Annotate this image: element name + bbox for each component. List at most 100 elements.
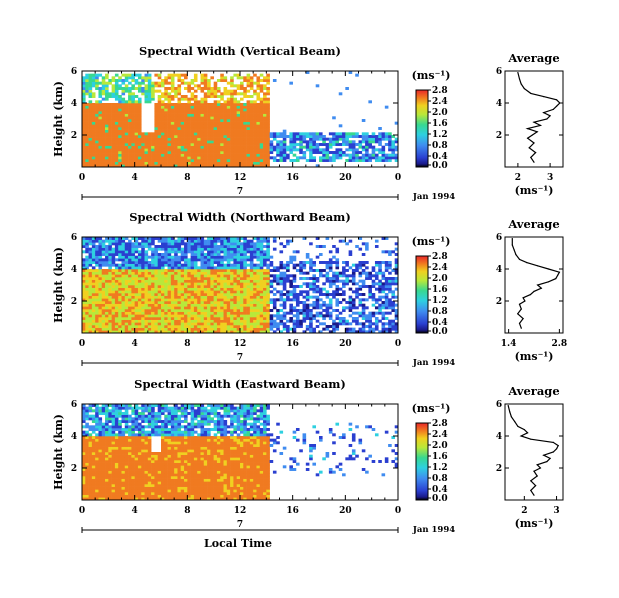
heatmap-cell <box>105 148 109 152</box>
heatmap-cell <box>167 148 172 152</box>
heatmap-cell <box>177 156 182 160</box>
heatmap-cell <box>210 111 214 114</box>
heatmap-cell <box>335 266 340 270</box>
heatmap-cell <box>309 132 313 136</box>
heatmap-cell <box>95 295 99 299</box>
x-tick-label: 8 <box>184 173 190 183</box>
heatmap-cell <box>190 239 195 243</box>
heatmap-cell <box>236 271 241 275</box>
heatmap-cell <box>230 100 234 104</box>
heatmap-cell <box>180 309 185 312</box>
heatmap-cell <box>384 261 389 264</box>
heatmap-cell <box>216 330 221 334</box>
heatmap-cell <box>197 135 201 138</box>
heatmap-cell <box>137 242 142 246</box>
heatmap-cell <box>246 89 251 93</box>
heatmap-cell <box>91 242 96 246</box>
heatmap-cell <box>289 306 293 310</box>
heatmap-cell <box>134 140 139 144</box>
heatmap-cell <box>249 279 254 283</box>
heatmap-cell <box>335 132 340 136</box>
heatmap-cell <box>124 151 129 154</box>
heatmap-cell <box>157 156 162 160</box>
heatmap-cell <box>240 87 244 90</box>
heatmap-cell <box>207 306 211 310</box>
heatmap-cell <box>203 242 208 246</box>
heatmap-cell <box>101 105 106 109</box>
heatmap-cell <box>226 282 231 286</box>
heatmap-cell <box>108 111 112 114</box>
heatmap-cell <box>147 285 152 288</box>
heatmap-cell <box>144 84 149 88</box>
heatmap-cell <box>161 103 165 106</box>
heatmap-cell <box>223 269 228 272</box>
heatmap-cell <box>371 148 376 152</box>
heatmap-cell <box>233 322 238 326</box>
heatmap-cell <box>108 237 112 240</box>
heatmap-cell <box>236 287 241 291</box>
heatmap-cell <box>269 285 274 288</box>
heatmap-cell <box>147 327 152 331</box>
heatmap-cell <box>177 247 182 251</box>
heatmap-cell <box>197 156 201 160</box>
heatmap-cell <box>381 153 386 157</box>
heatmap-cell <box>108 271 112 275</box>
heatmap-cell <box>279 242 284 246</box>
heatmap-cell <box>322 322 326 326</box>
heatmap-cell <box>141 277 145 280</box>
heatmap-cell <box>154 159 159 162</box>
heatmap-cell <box>137 250 142 254</box>
heatmap-cell <box>118 127 122 130</box>
heatmap-cell <box>128 164 132 168</box>
heatmap-cell <box>200 108 205 112</box>
heatmap-cell <box>114 298 119 302</box>
heatmap-cell <box>223 161 228 165</box>
heatmap-cell <box>249 84 254 88</box>
heatmap-cell <box>190 81 195 85</box>
heatmap-cell <box>85 105 89 109</box>
heatmap-cell <box>266 119 270 122</box>
heatmap-cell <box>259 325 264 328</box>
heatmap-cell <box>197 100 201 104</box>
heatmap-cell <box>151 266 155 270</box>
heatmap-cell <box>118 314 122 318</box>
heatmap-cell <box>226 124 231 128</box>
heatmap-cell <box>210 293 214 296</box>
heatmap-cell <box>118 271 122 275</box>
heatmap-cell <box>282 311 287 315</box>
heatmap-cell <box>177 105 182 109</box>
heatmap-cell <box>302 271 307 275</box>
heatmap-cell <box>108 119 112 122</box>
heatmap-cell <box>256 242 261 246</box>
heatmap-cell <box>141 153 145 157</box>
heatmap-cell <box>118 309 122 312</box>
heatmap-cell <box>226 100 231 104</box>
heatmap-cell <box>292 159 297 162</box>
heatmap-cell <box>157 295 162 299</box>
heatmap-cell <box>345 148 349 152</box>
heatmap-cell <box>266 279 270 283</box>
heatmap-cell <box>180 287 185 291</box>
heatmap-cell <box>88 95 93 98</box>
heatmap-cell <box>134 100 139 104</box>
heatmap-cell <box>210 95 214 98</box>
colorbar-tick-label: 2.8 <box>432 252 448 262</box>
heatmap-cell <box>131 76 135 80</box>
heatmap-cell <box>134 250 139 254</box>
heatmap-cell <box>98 287 103 291</box>
heatmap-cell <box>111 87 116 90</box>
heatmap-cell <box>88 137 93 141</box>
heatmap-cell <box>170 76 175 80</box>
heatmap-cell <box>203 124 208 128</box>
heatmap-cell <box>213 151 218 154</box>
heatmap-cell <box>378 143 382 146</box>
heatmap-cell <box>85 295 89 299</box>
heatmap-cell <box>118 255 122 259</box>
heatmap-cell <box>256 255 261 259</box>
heatmap-cell <box>322 309 326 312</box>
heatmap-cell <box>295 298 300 302</box>
heatmap-cell <box>180 159 185 162</box>
heatmap-cell <box>256 253 261 256</box>
heatmap-cell <box>223 319 228 323</box>
heatmap-cell <box>174 113 178 117</box>
